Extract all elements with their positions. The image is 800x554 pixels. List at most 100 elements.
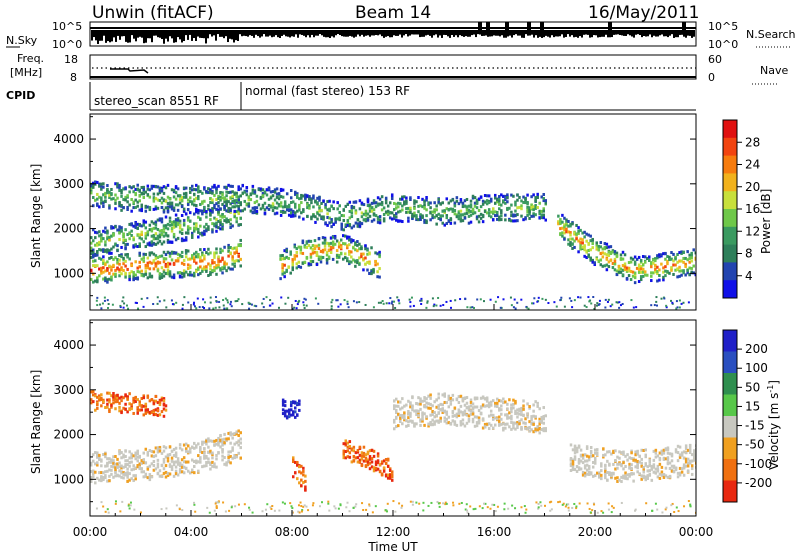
power-speckle: [222, 299, 225, 302]
power-cell: [308, 195, 311, 199]
power-speckle: [237, 298, 240, 301]
power-cell: [350, 226, 354, 230]
power-cell: [658, 278, 661, 282]
velocity-speckle: [266, 503, 269, 506]
power-cell: [648, 258, 651, 262]
velocity-cell: [640, 464, 643, 468]
nsky-bar: [245, 30, 247, 37]
nsky-bar: [483, 30, 485, 36]
velocity-cell: [158, 469, 162, 473]
velocity-cell: [94, 394, 97, 398]
power-cell: [199, 202, 202, 206]
power-cell: [376, 217, 380, 221]
power-speckle: [469, 306, 472, 309]
velocity-cell: [156, 458, 160, 462]
velocity-cell: [463, 403, 467, 407]
velocity-cell: [128, 478, 131, 482]
power-cell: [309, 252, 313, 256]
nsky-bar: [293, 30, 295, 37]
power-cell: [118, 200, 121, 204]
power-cell: [500, 193, 503, 197]
velocity-cell: [221, 448, 224, 452]
power-speckle: [439, 304, 442, 307]
power-cell: [625, 266, 629, 270]
power-cell: [445, 207, 449, 211]
velocity-cell: [624, 454, 627, 458]
velocity-cell: [239, 431, 242, 435]
power-cell: [652, 258, 655, 262]
power-cell: [172, 262, 176, 266]
power-cell: [108, 251, 111, 255]
power-cell: [283, 203, 287, 207]
power-cell: [342, 218, 345, 222]
nsky-bar: [599, 30, 601, 38]
velocity-cell: [358, 460, 362, 464]
velocity-cell: [360, 451, 364, 455]
velocity-cell: [616, 455, 619, 459]
velocity-cell: [668, 461, 672, 465]
power-speckle: [223, 307, 226, 310]
velocity-cell: [407, 409, 410, 413]
power-cell: [186, 198, 190, 202]
velocity-cell: [589, 454, 593, 458]
velocity-cell: [431, 413, 434, 417]
power-cell: [411, 216, 414, 220]
power-cell: [459, 200, 463, 204]
power-cell: [338, 210, 341, 214]
power-cell: [339, 245, 343, 249]
power-cell: [178, 255, 182, 259]
power-cell: [348, 262, 351, 266]
velocity-cell: [508, 411, 511, 415]
velocity-cell: [342, 456, 345, 460]
power-cell: [540, 209, 543, 213]
power-cell: [160, 189, 164, 193]
power-cell: [219, 227, 222, 231]
power-speckle: [606, 300, 609, 303]
power-cell: [180, 199, 184, 203]
power-cell: [182, 207, 186, 211]
power-cell: [538, 209, 541, 213]
power-cell: [674, 257, 677, 261]
power-cell: [477, 208, 481, 212]
nsky-bar: [461, 30, 463, 37]
power-cell: [170, 227, 174, 231]
power-speckle: [193, 301, 196, 304]
power-cell: [195, 255, 198, 259]
power-cell: [209, 208, 212, 212]
power-speckle: [249, 302, 252, 305]
velocity-cell: [676, 459, 680, 463]
power-cell: [331, 257, 335, 261]
power-cell: [162, 185, 166, 189]
power-cell: [122, 268, 125, 272]
velocity-cell: [614, 467, 617, 471]
power-cell: [364, 262, 367, 266]
power-cell: [577, 226, 580, 230]
velocity-cell: [577, 445, 581, 449]
freq-tick-top: 18: [64, 53, 78, 66]
nsky-bar: [329, 30, 331, 38]
nsky-bar: [659, 30, 661, 36]
power-cell: [229, 267, 232, 271]
velocity-cell: [225, 463, 228, 467]
power-cell: [376, 252, 379, 256]
velocity-cell: [209, 461, 212, 465]
power-cell: [197, 185, 200, 189]
velocity-cell: [526, 412, 529, 416]
nsky-bar: [647, 30, 649, 37]
power-cell: [237, 207, 240, 211]
power-cell: [241, 191, 244, 195]
power-cell: [110, 251, 113, 255]
power-speckle: [106, 299, 109, 302]
velocity-cell: [118, 401, 121, 405]
power-cell: [162, 230, 166, 234]
power-cell: [104, 226, 107, 230]
velocity-cell: [124, 464, 127, 468]
power-cell: [403, 200, 406, 204]
velocity-cell: [160, 398, 164, 402]
power-cell: [112, 197, 115, 201]
velocity-cell: [156, 450, 160, 454]
power-cell: [662, 278, 665, 282]
power-cell: [265, 206, 269, 210]
power-cell: [148, 243, 152, 247]
velocity-cell: [662, 451, 666, 455]
